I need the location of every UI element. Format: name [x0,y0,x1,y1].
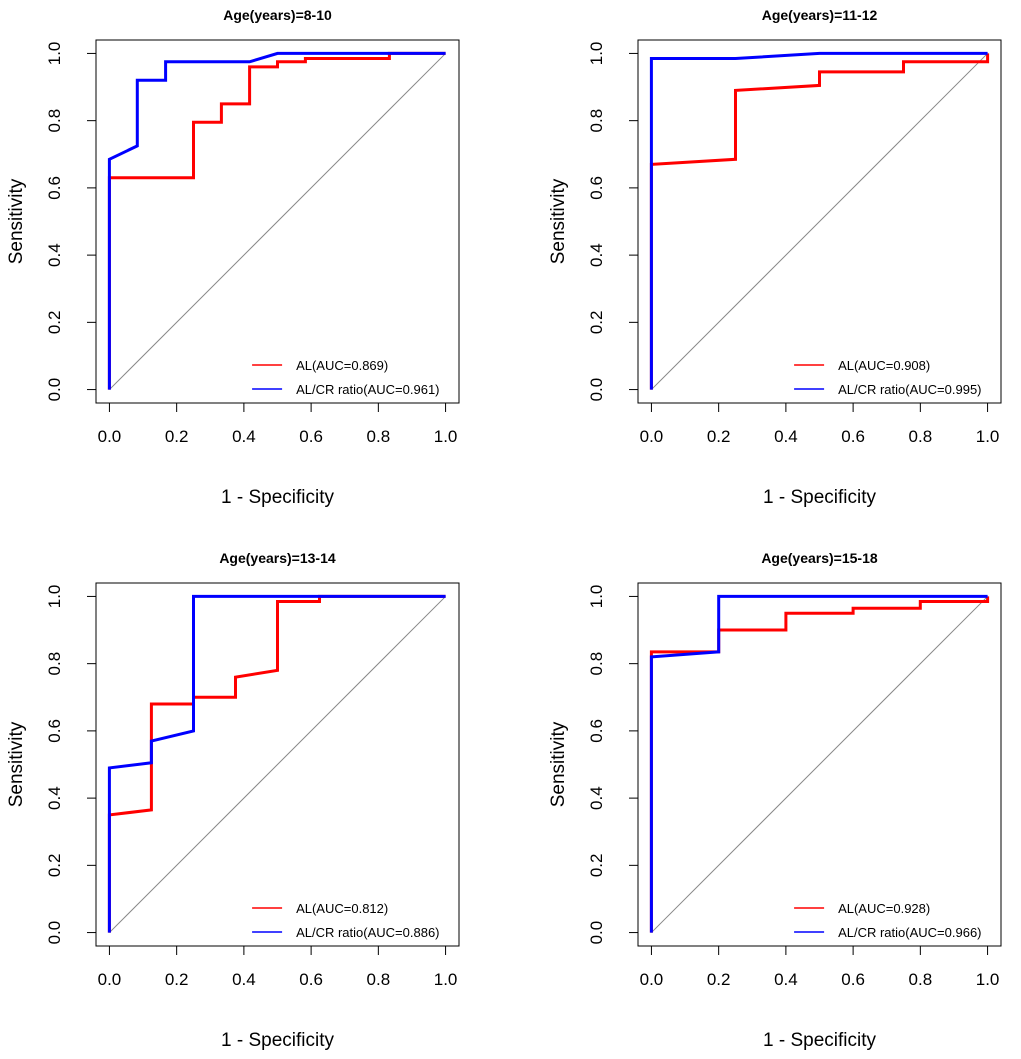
x-tick-label: 0.4 [774,427,798,446]
y-axis-label: Sensitivity [6,721,27,807]
y-tick-label: 0.2 [45,854,64,878]
y-tick-label: 0.0 [45,378,64,402]
reference-diagonal-line [651,596,988,933]
x-tick-label: 0.0 [98,427,122,446]
x-tick-label: 0.8 [909,427,933,446]
y-tick-label: 0.4 [45,243,64,267]
series-line-al-cr-ratio [649,594,988,933]
y-tick-label: 0.0 [587,921,606,945]
x-tick-label: 0.6 [841,970,865,989]
y-tick-label: 0.4 [587,243,606,267]
legend-label: AL/CR ratio(AUC=0.961) [296,382,439,397]
x-tick-label: 0.2 [707,970,731,989]
legend-label: AL(AUC=0.812) [296,901,388,916]
roc-panel-4: Age(years)=15-18 0.0 0.2 0.4 0.6 0.8 1.0 0.0 0.2… [548,550,1002,1051]
x-tick-label: 0.0 [98,970,122,989]
x-axis-label: 1 - Specificity [763,1030,876,1051]
reference-diagonal-line [109,53,446,390]
y-tick-label: 0.8 [587,652,606,676]
y-axis-label: Sensitivity [548,721,569,807]
y-tick-label: 0.6 [587,176,606,200]
x-axis-label: 1 - Specificity [221,487,334,508]
legend-label: AL/CR ratio(AUC=0.966) [838,925,981,940]
legend-label: AL(AUC=0.869) [296,358,388,373]
y-tick-label: 0.2 [587,311,606,335]
y-tick-label: 0.8 [587,109,606,133]
reference-diagonal-line [109,596,446,933]
legend-label: AL(AUC=0.928) [838,901,930,916]
x-tick-label: 0.4 [232,970,256,989]
y-axis-label: Sensitivity [548,178,569,264]
x-tick-label: 0.6 [299,427,323,446]
x-tick-label: 0.6 [299,970,323,989]
y-tick-label: 1.0 [587,42,606,66]
y-tick-label: 0.2 [45,311,64,335]
y-tick-label: 0.8 [45,109,64,133]
x-tick-label: 1.0 [976,970,1000,989]
series-line-al-cr-ratio [107,594,446,933]
x-tick-label: 0.2 [165,970,189,989]
legend-label: AL/CR ratio(AUC=0.886) [296,925,439,940]
chart-title: Age(years)=15-18 [761,550,878,566]
x-tick-label: 0.6 [841,427,865,446]
y-tick-label: 0.0 [45,921,64,945]
y-tick-label: 0.0 [587,378,606,402]
x-tick-label: 0.8 [367,427,391,446]
x-tick-label: 1.0 [434,970,458,989]
y-tick-label: 1.0 [45,42,64,66]
roc-panel-1: Age(years)=8-10 0.0 0.2 0.4 0.6 0.8 1.0 0.0 0.2 0… [6,7,460,508]
x-tick-label: 1.0 [976,427,1000,446]
y-tick-label: 0.4 [587,786,606,810]
y-tick-label: 0.8 [45,652,64,676]
legend-label: AL/CR ratio(AUC=0.995) [838,382,981,397]
series-line-al [649,53,990,390]
reference-diagonal-line [651,53,988,390]
x-tick-label: 0.8 [909,970,933,989]
y-tick-label: 0.6 [45,719,64,743]
series-line-al [107,51,446,390]
x-tick-label: 1.0 [434,427,458,446]
x-tick-label: 0.8 [367,970,391,989]
roc-panel-2: Age(years)=11-12 0.0 0.2 0.4 0.6 0.8 1.0 0.0 0.2… [548,7,1002,508]
y-tick-label: 0.6 [45,176,64,200]
series-line-al-cr-ratio [649,51,988,390]
roc-panel-3: Age(years)=13-14 0.0 0.2 0.4 0.6 0.8 1.0 0.0 0.2… [6,550,460,1051]
chart-title: Age(years)=8-10 [223,7,332,23]
x-tick-label: 0.0 [640,970,664,989]
chart-title: Age(years)=11-12 [762,7,878,23]
y-tick-label: 1.0 [587,585,606,609]
x-tick-label: 0.2 [707,427,731,446]
y-axis-label: Sensitivity [6,178,27,264]
y-tick-label: 0.2 [587,854,606,878]
x-tick-label: 0.4 [774,970,798,989]
x-axis-label: 1 - Specificity [221,1030,334,1051]
series-line-al-cr-ratio [107,51,446,390]
x-tick-label: 0.4 [232,427,256,446]
chart-title: Age(years)=13-14 [219,550,336,566]
x-tick-label: 0.0 [640,427,664,446]
legend-label: AL(AUC=0.908) [838,358,930,373]
y-tick-label: 0.4 [45,786,64,810]
y-tick-label: 0.6 [587,719,606,743]
x-axis-label: 1 - Specificity [763,487,876,508]
series-line-al [107,594,446,933]
y-tick-label: 1.0 [45,585,64,609]
x-tick-label: 0.2 [165,427,189,446]
